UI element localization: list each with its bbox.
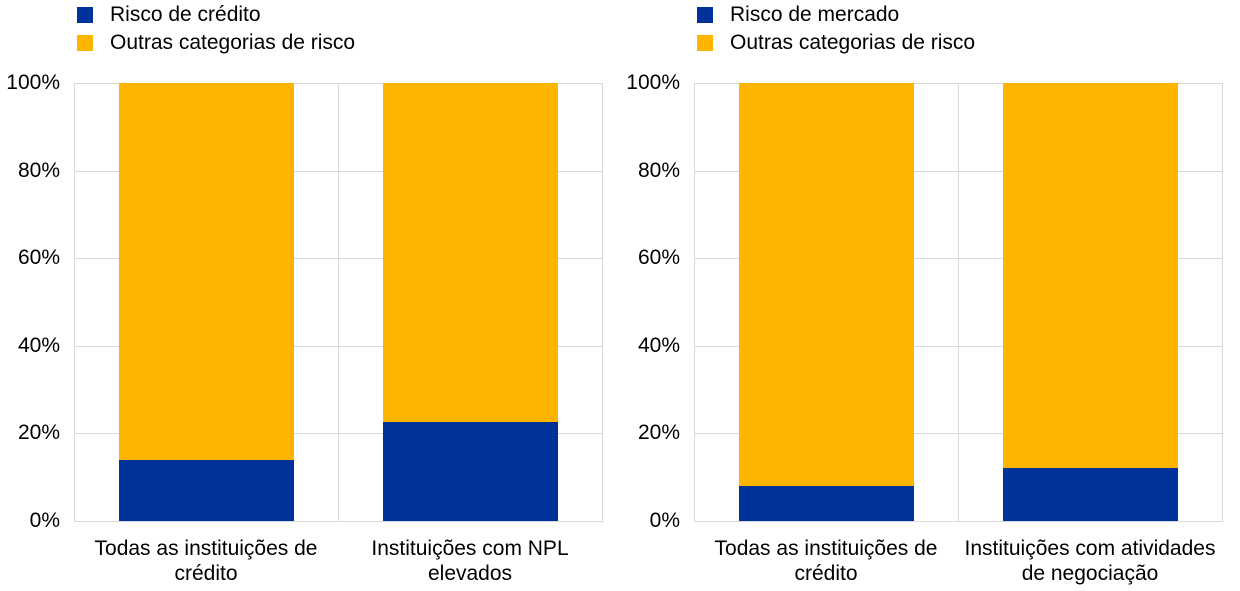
y-tick-label: 20% bbox=[17, 421, 60, 445]
bar-segment-primary bbox=[1002, 468, 1178, 521]
legend-label: Outras categorias de risco bbox=[110, 31, 356, 54]
x-tick-label: Todas as instituições de crédito bbox=[94, 537, 318, 585]
x-tick-label: Instituições com atividades de negociaçã… bbox=[964, 537, 1216, 585]
y-tick-label: 80% bbox=[637, 158, 680, 182]
legend-label: Risco de crédito bbox=[110, 3, 261, 26]
bar-segment-other bbox=[1002, 83, 1178, 469]
chart-right: Risco de mercado Outras categorias de ris… bbox=[620, 0, 1240, 591]
category-separator bbox=[694, 83, 695, 521]
legend-item: Risco de mercado bbox=[697, 1, 1197, 29]
y-tick-label: 100% bbox=[6, 71, 60, 94]
legend-swatch bbox=[77, 35, 93, 51]
legend-swatch bbox=[697, 35, 713, 51]
legend-swatch bbox=[697, 7, 713, 23]
legend-item: Risco de crédito bbox=[77, 1, 577, 29]
y-tick-label: 60% bbox=[637, 246, 680, 270]
category-separator bbox=[602, 83, 603, 521]
category-separator bbox=[958, 83, 959, 521]
legend-label: Risco de mercado bbox=[730, 3, 900, 26]
legend: Risco de crédito Outras categorias de ris… bbox=[77, 1, 597, 57]
y-tick-label: 40% bbox=[17, 333, 60, 357]
bar-segment-primary bbox=[382, 422, 558, 521]
x-tick-label: Todas as instituições de crédito bbox=[714, 537, 938, 585]
chart-left: Risco de crédito Outras categorias de ris… bbox=[6, 1, 603, 585]
y-tick-label: 0% bbox=[649, 509, 680, 532]
gridline bbox=[694, 521, 1223, 522]
bar-segment-other bbox=[118, 83, 294, 460]
y-tick-label: 40% bbox=[637, 333, 680, 357]
y-tick-label: 80% bbox=[17, 158, 60, 182]
gridline bbox=[74, 521, 603, 522]
category-separator bbox=[74, 83, 75, 521]
legend: Risco de mercado Outras categorias de ris… bbox=[697, 1, 1217, 57]
bar-segment-primary bbox=[738, 485, 914, 521]
legend-label: Outras categorias de risco bbox=[730, 31, 976, 54]
bar-segment-other bbox=[382, 83, 558, 423]
legend-swatch bbox=[77, 7, 93, 23]
y-tick-label: 100% bbox=[626, 71, 680, 94]
category-separator bbox=[1222, 83, 1223, 521]
category-separator bbox=[338, 83, 339, 521]
y-tick-label: 60% bbox=[17, 246, 60, 270]
legend-item: Outras categorias de risco bbox=[697, 29, 1197, 57]
legend-item: Outras categorias de risco bbox=[77, 29, 577, 57]
bar-segment-primary bbox=[118, 459, 294, 521]
bar-segment-other bbox=[738, 83, 914, 486]
x-tick-label: Instituições com NPL elevados bbox=[371, 537, 569, 585]
y-tick-label: 20% bbox=[637, 421, 680, 445]
y-tick-label: 0% bbox=[29, 509, 60, 532]
